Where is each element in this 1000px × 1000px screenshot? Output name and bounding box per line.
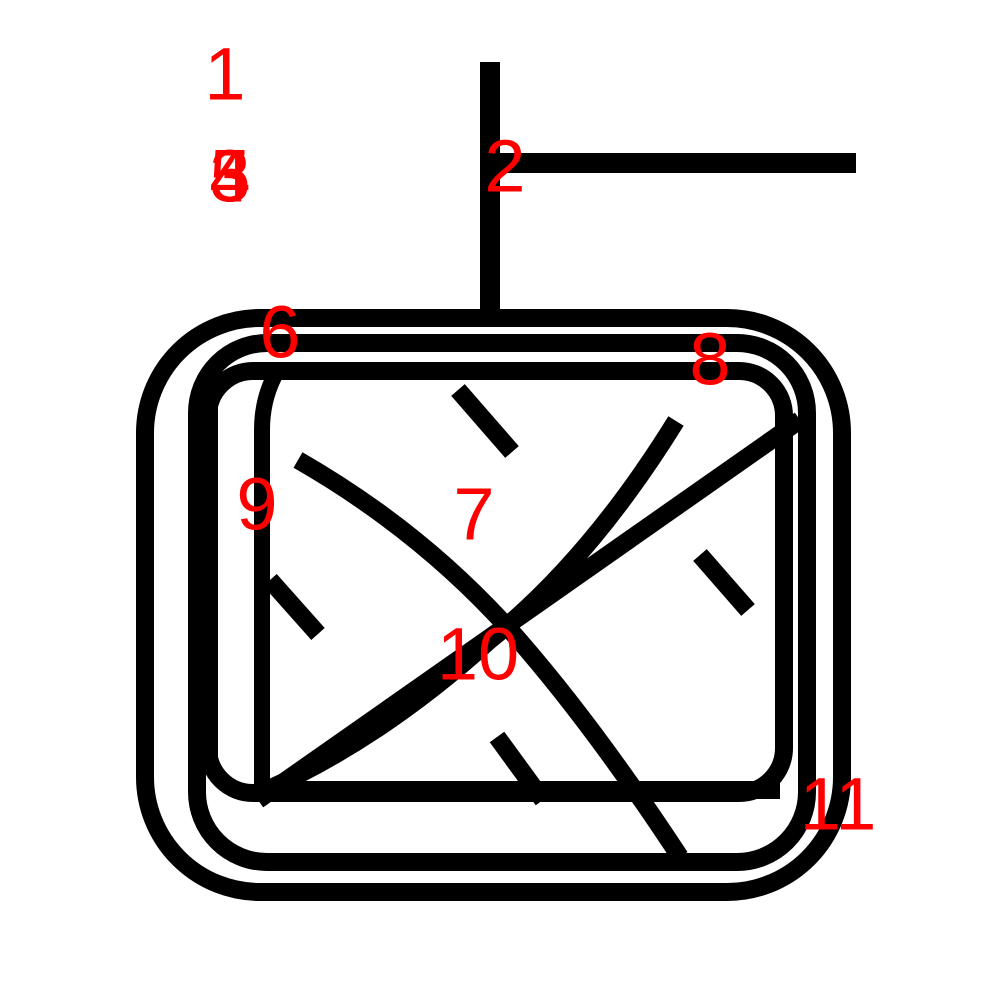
- outer-frame-stroke: [136, 309, 851, 901]
- tick-stroke-bottom: [489, 731, 551, 806]
- label-2: 2: [484, 125, 525, 208]
- strokes: [136, 62, 856, 901]
- label-9: 9: [236, 463, 277, 546]
- left-rail-stroke: [254, 371, 283, 800]
- middle-frame-stroke: [188, 334, 816, 871]
- diagonal-falling-stroke: [293, 452, 688, 862]
- tick-stroke-right: [693, 549, 755, 616]
- labels: 1 2 3 4 5 6 7 8 9 10 11: [204, 33, 876, 846]
- curved-sweep-stroke: [258, 416, 684, 801]
- tick-stroke-left: [263, 574, 325, 640]
- label-7: 7: [453, 473, 494, 556]
- label-6: 6: [259, 291, 300, 374]
- label-3: 3: [209, 135, 250, 218]
- label-8: 8: [689, 318, 730, 401]
- label-5: 5: [209, 135, 250, 218]
- label-10: 10: [437, 613, 519, 696]
- tick-stroke-top: [451, 384, 519, 458]
- label-1: 1: [204, 33, 245, 116]
- label-11: 11: [800, 763, 877, 846]
- label-4: 4: [209, 135, 250, 218]
